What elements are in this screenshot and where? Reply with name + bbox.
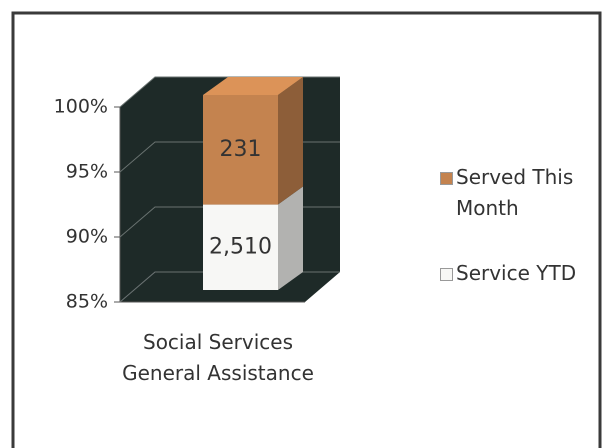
bar-top	[203, 77, 303, 95]
bar	[203, 95, 278, 205]
data-label: 2,510	[209, 234, 272, 259]
x-tick-label: Social Services General Assistance	[122, 330, 314, 385]
y-tick-label: 85%	[66, 291, 108, 313]
legend-swatch	[440, 172, 453, 185]
legend-item: Service YTD	[440, 258, 586, 289]
legend-label: Served This Month	[456, 165, 574, 220]
chart-border	[11, 11, 602, 448]
y-tick-label: 90%	[66, 226, 108, 248]
bar-side	[278, 186, 303, 290]
data-label: 231	[220, 137, 262, 162]
y-tick-label: 100%	[54, 96, 108, 118]
bar-side	[278, 77, 303, 205]
y-tick-label: 95%	[66, 161, 108, 183]
bar	[203, 204, 278, 290]
legend-swatch	[440, 268, 453, 281]
legend-item: Served This Month	[440, 162, 586, 224]
legend-label: Service YTD	[456, 261, 577, 285]
